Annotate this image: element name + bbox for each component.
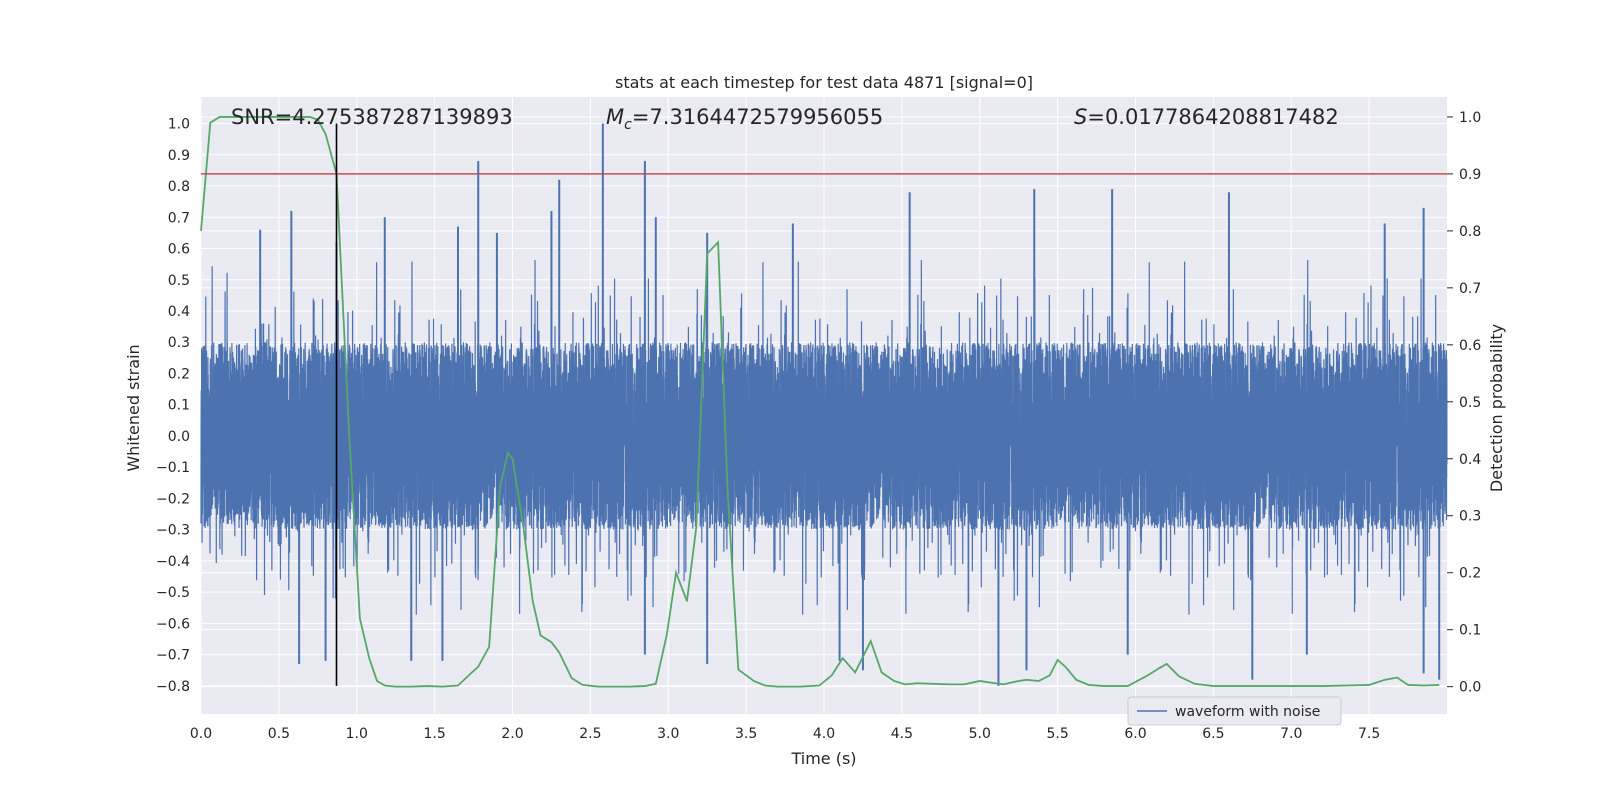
y-tick-label-left: 0.6: [168, 242, 190, 258]
y-tick-label-right: 0.4: [1459, 452, 1481, 468]
waveform-series: [200, 123, 1448, 686]
y-tick-label-right: 0.2: [1459, 566, 1481, 582]
y-tick-label-right: 0.3: [1459, 509, 1481, 525]
y-tick-label-right: 0.8: [1459, 224, 1481, 240]
legend-box: [1127, 696, 1342, 726]
y-tick-label-right: 0.9: [1459, 167, 1481, 183]
x-tick-label: 5.5: [1046, 726, 1068, 742]
tick-labels: 0.0 0.5 1.0 1.5 2.0 2.5 3.0 3.5 4.0 4.5 5.0 5.5 6.0 6…: [156, 110, 1481, 742]
y-tick-label-left: 0.3: [168, 335, 190, 351]
y-tick-label-left: 0.2: [168, 366, 190, 382]
x-tick-label: 1.0: [346, 726, 368, 742]
y-tick-label-right: 0.5: [1459, 395, 1481, 411]
x-tick-label: 4.5: [891, 726, 913, 742]
chirp-mass-annotation: Mc=7.3164472579956055: [606, 105, 883, 133]
y-tick-label-left: 1.0: [168, 117, 190, 133]
y-tick-label-right: 0.6: [1459, 338, 1481, 354]
waveform-line: [200, 260, 1448, 615]
x-tick-label: 1.5: [423, 726, 445, 742]
legend: waveform with noise: [1127, 696, 1342, 726]
y-tick-label-left: 0.8: [168, 179, 190, 195]
snr-annotation: SNR=4.275387287139893: [231, 105, 513, 129]
y-tick-label-right: 0.0: [1459, 680, 1481, 696]
x-tick-label: 6.5: [1202, 726, 1224, 742]
x-tick-label: 0.0: [190, 726, 212, 742]
y-tick-label-left: −0.4: [156, 554, 190, 570]
y-tick-label-left: −0.3: [156, 523, 190, 539]
s-annotation: S=0.0177864208817482: [1074, 105, 1339, 129]
x-tick-label: 6.0: [1124, 726, 1146, 742]
s-value: =0.0177864208817482: [1087, 105, 1338, 129]
y-tick-label-left: 0.9: [168, 148, 190, 164]
probability-series: [200, 116, 1440, 688]
markers: [201, 123, 1447, 686]
y-tick-label-left: −0.6: [156, 616, 190, 632]
x-tick-label: 5.0: [969, 726, 991, 742]
s-symbol: S: [1074, 105, 1087, 129]
x-tick-label: 3.0: [657, 726, 679, 742]
chirp-mass-symbol: M: [606, 105, 624, 129]
y-tick-label-left: −0.5: [156, 585, 190, 601]
x-tick-label: 0.5: [268, 726, 290, 742]
x-tick-label: 2.5: [579, 726, 601, 742]
y-tick-label-left: −0.8: [156, 679, 190, 695]
x-tick-label: 3.5: [735, 726, 757, 742]
chart-title: stats at each timestep for test data 487…: [615, 73, 1033, 92]
x-axis-label: Time (s): [790, 749, 856, 768]
legend-label: waveform with noise: [1175, 704, 1320, 720]
y-tick-label-right: 0.7: [1459, 281, 1481, 297]
y-tick-label-left: 0.4: [168, 304, 190, 320]
x-tick-label: 2.0: [501, 726, 523, 742]
chirp-mass-value: =7.3164472579956055: [632, 105, 883, 129]
x-tick-label: 7.0: [1280, 726, 1302, 742]
detection-probability-line: [200, 116, 1440, 688]
y-axis-label-right: Detection probability: [1487, 324, 1506, 492]
x-tick-label: 4.0: [813, 726, 835, 742]
y-tick-label-left: 0.5: [168, 273, 190, 289]
y-tick-label-right: 1.0: [1459, 110, 1481, 126]
y-tick-label-left: 0.1: [168, 398, 190, 414]
y-tick-label-left: −0.7: [156, 648, 190, 664]
y-axis-label-left: Whitened strain: [124, 344, 143, 471]
y-tick-label-left: −0.2: [156, 491, 190, 507]
chirp-mass-subscript: c: [624, 117, 632, 133]
y-tick-label-left: 0.0: [168, 429, 190, 445]
y-tick-label-right: 0.1: [1459, 623, 1481, 639]
y-tick-label-left: 0.7: [168, 210, 190, 226]
x-tick-label: 7.5: [1358, 726, 1380, 742]
y-tick-label-left: −0.1: [156, 460, 190, 476]
